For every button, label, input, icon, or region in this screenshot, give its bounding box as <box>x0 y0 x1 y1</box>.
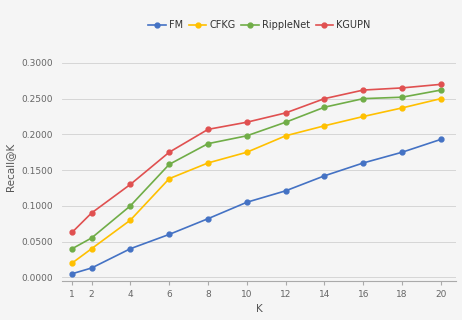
CFKG <box>283 134 288 138</box>
RippleNet <box>244 134 249 138</box>
CFKG <box>205 161 211 165</box>
KGUPN <box>69 230 75 234</box>
FM <box>128 247 133 251</box>
KGUPN <box>399 86 405 90</box>
KGUPN <box>283 111 288 115</box>
CFKG <box>89 247 94 251</box>
RippleNet <box>283 120 288 124</box>
RippleNet <box>69 247 75 251</box>
Line: RippleNet: RippleNet <box>70 88 444 251</box>
RippleNet <box>89 236 94 240</box>
CFKG <box>322 124 327 128</box>
RippleNet <box>166 163 172 166</box>
FM <box>89 266 94 270</box>
KGUPN <box>438 83 444 86</box>
RippleNet <box>360 97 366 100</box>
CFKG <box>166 177 172 180</box>
CFKG <box>128 218 133 222</box>
Line: KGUPN: KGUPN <box>70 82 444 235</box>
FM <box>166 233 172 236</box>
CFKG <box>360 115 366 118</box>
KGUPN <box>244 120 249 124</box>
Legend: FM, CFKG, RippleNet, KGUPN: FM, CFKG, RippleNet, KGUPN <box>146 18 372 32</box>
FM <box>360 161 366 165</box>
Line: FM: FM <box>70 137 444 276</box>
CFKG <box>438 97 444 100</box>
FM <box>69 272 75 276</box>
KGUPN <box>166 150 172 154</box>
Line: CFKG: CFKG <box>70 96 444 265</box>
FM <box>244 200 249 204</box>
FM <box>205 217 211 220</box>
Y-axis label: Recall@K: Recall@K <box>6 142 16 191</box>
RippleNet <box>322 105 327 109</box>
KGUPN <box>322 97 327 100</box>
FM <box>399 150 405 154</box>
RippleNet <box>438 88 444 92</box>
KGUPN <box>360 88 366 92</box>
RippleNet <box>205 142 211 146</box>
FM <box>322 174 327 178</box>
RippleNet <box>399 95 405 99</box>
FM <box>438 138 444 141</box>
CFKG <box>244 150 249 154</box>
RippleNet <box>128 204 133 208</box>
KGUPN <box>128 182 133 186</box>
KGUPN <box>205 127 211 131</box>
KGUPN <box>89 211 94 215</box>
CFKG <box>399 106 405 110</box>
CFKG <box>69 261 75 265</box>
FM <box>283 189 288 193</box>
X-axis label: K: K <box>256 304 263 315</box>
